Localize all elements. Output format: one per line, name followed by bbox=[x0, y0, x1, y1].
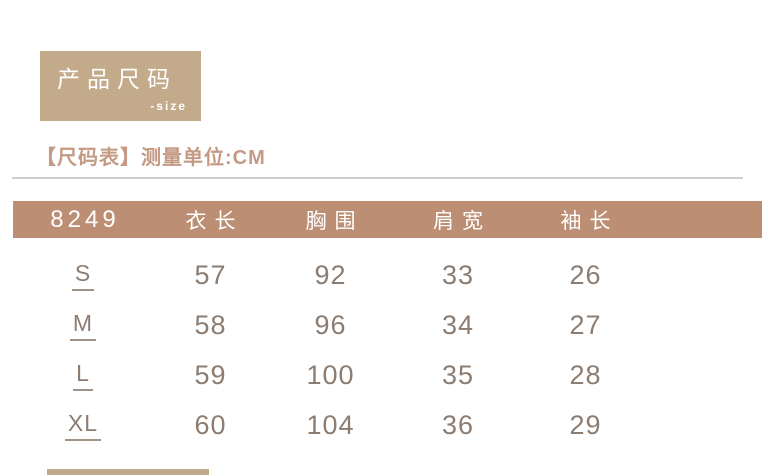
style-number-header: 8249 bbox=[50, 205, 120, 233]
bust-value: 104 bbox=[306, 409, 355, 440]
size-label: S bbox=[13, 260, 153, 291]
table-row-size-l: L 59 100 35 28 bbox=[13, 350, 762, 400]
shoulder-width-value: 34 bbox=[441, 309, 475, 340]
bust-header: 胸围 bbox=[305, 209, 364, 233]
bust-value: 92 bbox=[314, 259, 347, 290]
table-row-size-s: S 57 92 33 26 bbox=[13, 250, 762, 300]
shoulder-width-header: 肩宽 bbox=[433, 209, 491, 233]
next-section-badge-partial bbox=[47, 469, 209, 475]
sleeve-length-value: 26 bbox=[569, 259, 602, 290]
horizontal-divider bbox=[12, 177, 743, 179]
size-label: XL bbox=[13, 410, 153, 441]
garment-length-value: 59 bbox=[194, 359, 227, 390]
table-row-size-m: M 58 96 34 27 bbox=[13, 300, 762, 350]
sleeve-length-value: 28 bbox=[569, 359, 602, 390]
size-chart-section-label: 【尺码表】测量单位:CM bbox=[36, 147, 266, 169]
size-label: M bbox=[13, 310, 153, 341]
bust-value: 96 bbox=[314, 309, 347, 340]
product-size-badge: 产品尺码 -size bbox=[40, 51, 201, 121]
size-label: L bbox=[13, 360, 153, 391]
product-size-badge-subtitle: -size bbox=[150, 98, 187, 113]
sleeve-length-value: 29 bbox=[569, 409, 602, 440]
garment-length-value: 60 bbox=[194, 409, 227, 440]
shoulder-width-value: 35 bbox=[441, 359, 475, 390]
sleeve-length-header: 袖长 bbox=[560, 209, 619, 233]
shoulder-width-value: 36 bbox=[441, 409, 475, 440]
sleeve-length-value: 27 bbox=[569, 309, 602, 340]
size-table-header-row: 8249 衣长 胸围 肩宽 袖长 bbox=[13, 201, 762, 238]
garment-length-value: 58 bbox=[194, 309, 227, 340]
shoulder-width-value: 33 bbox=[441, 259, 475, 290]
bust-value: 100 bbox=[306, 359, 355, 390]
garment-length-header: 衣长 bbox=[185, 209, 244, 233]
table-row-size-xl: XL 60 104 36 29 bbox=[13, 400, 762, 450]
garment-length-value: 57 bbox=[194, 259, 227, 290]
size-table-body: S 57 92 33 26 M 58 96 34 27 L 59 100 35 bbox=[13, 238, 762, 450]
product-size-badge-title: 产品尺码 bbox=[57, 65, 177, 92]
size-table: 8249 衣长 胸围 肩宽 袖长 S 57 92 33 26 M 58 96 3… bbox=[13, 201, 762, 450]
